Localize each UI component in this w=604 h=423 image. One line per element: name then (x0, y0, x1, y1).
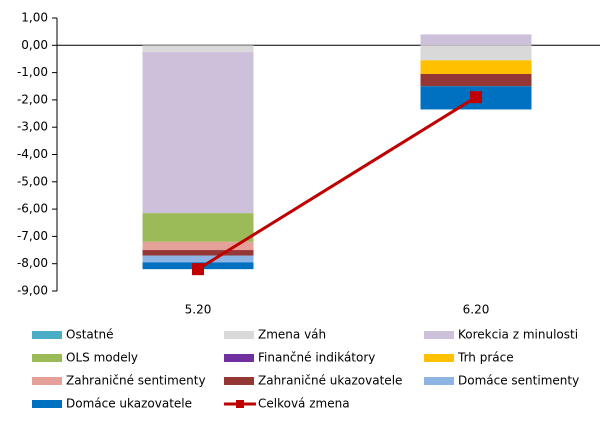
bar-segment (142, 52, 254, 214)
y-tick-label: -1,00 (17, 65, 48, 79)
legend-swatch (32, 331, 62, 339)
legend-label: Zahraničné ukazovatele (258, 374, 402, 388)
legend-swatch (32, 354, 62, 362)
legend-label: Celková zmena (258, 397, 350, 411)
line (197, 95, 477, 271)
y-tick-label: -6,00 (17, 202, 48, 216)
legend-swatch (32, 377, 62, 385)
legend-label: Zahraničné sentimenty (66, 374, 206, 388)
line-marker (470, 91, 482, 104)
y-tick-label: -2,00 (17, 92, 48, 106)
y-tick-label: -8,00 (17, 256, 48, 270)
bar-segment (420, 45, 532, 61)
y-tick-label: -4,00 (17, 147, 48, 161)
legend-swatch (424, 354, 454, 362)
y-tick-label: -3,00 (17, 120, 48, 134)
line-marker (192, 263, 204, 276)
legend-swatch (224, 354, 254, 362)
bar-segment (142, 241, 254, 251)
x-tick-label: 5.20 (185, 303, 212, 317)
legend-label: Zmena váh (258, 328, 326, 342)
bar-segment (420, 60, 532, 74)
legend-swatch (424, 331, 454, 339)
y-tick-label: -9,00 (17, 284, 48, 298)
legend-marker (236, 400, 244, 408)
legend-label: Domáce sentimenty (458, 374, 579, 388)
legend-label: OLS modely (66, 351, 138, 365)
x-tick-label: 6.20 (463, 303, 490, 317)
legend-swatch (224, 331, 254, 339)
y-tick-label: 0,00 (21, 38, 48, 52)
bar-segment (142, 213, 254, 242)
legend-swatch (32, 400, 62, 408)
bar-segment (142, 250, 254, 256)
legend-swatch (424, 377, 454, 385)
bar-segment (142, 45, 254, 53)
legend-label: Ostatné (66, 328, 113, 342)
legend-label: Finančné indikátory (258, 351, 375, 365)
bar-segment (142, 255, 254, 263)
y-tick-label: 1,00 (21, 11, 48, 25)
y-tick-label: -7,00 (17, 229, 48, 243)
legend-label: Trh práce (457, 351, 514, 365)
y-tick-label: -5,00 (17, 174, 48, 188)
bar-segment (420, 34, 532, 46)
legend-label: Korekcia z minulosti (458, 328, 578, 342)
legend-label: Domáce ukazovatele (66, 397, 192, 411)
bar-segment (420, 73, 532, 87)
legend-swatch (224, 377, 254, 385)
